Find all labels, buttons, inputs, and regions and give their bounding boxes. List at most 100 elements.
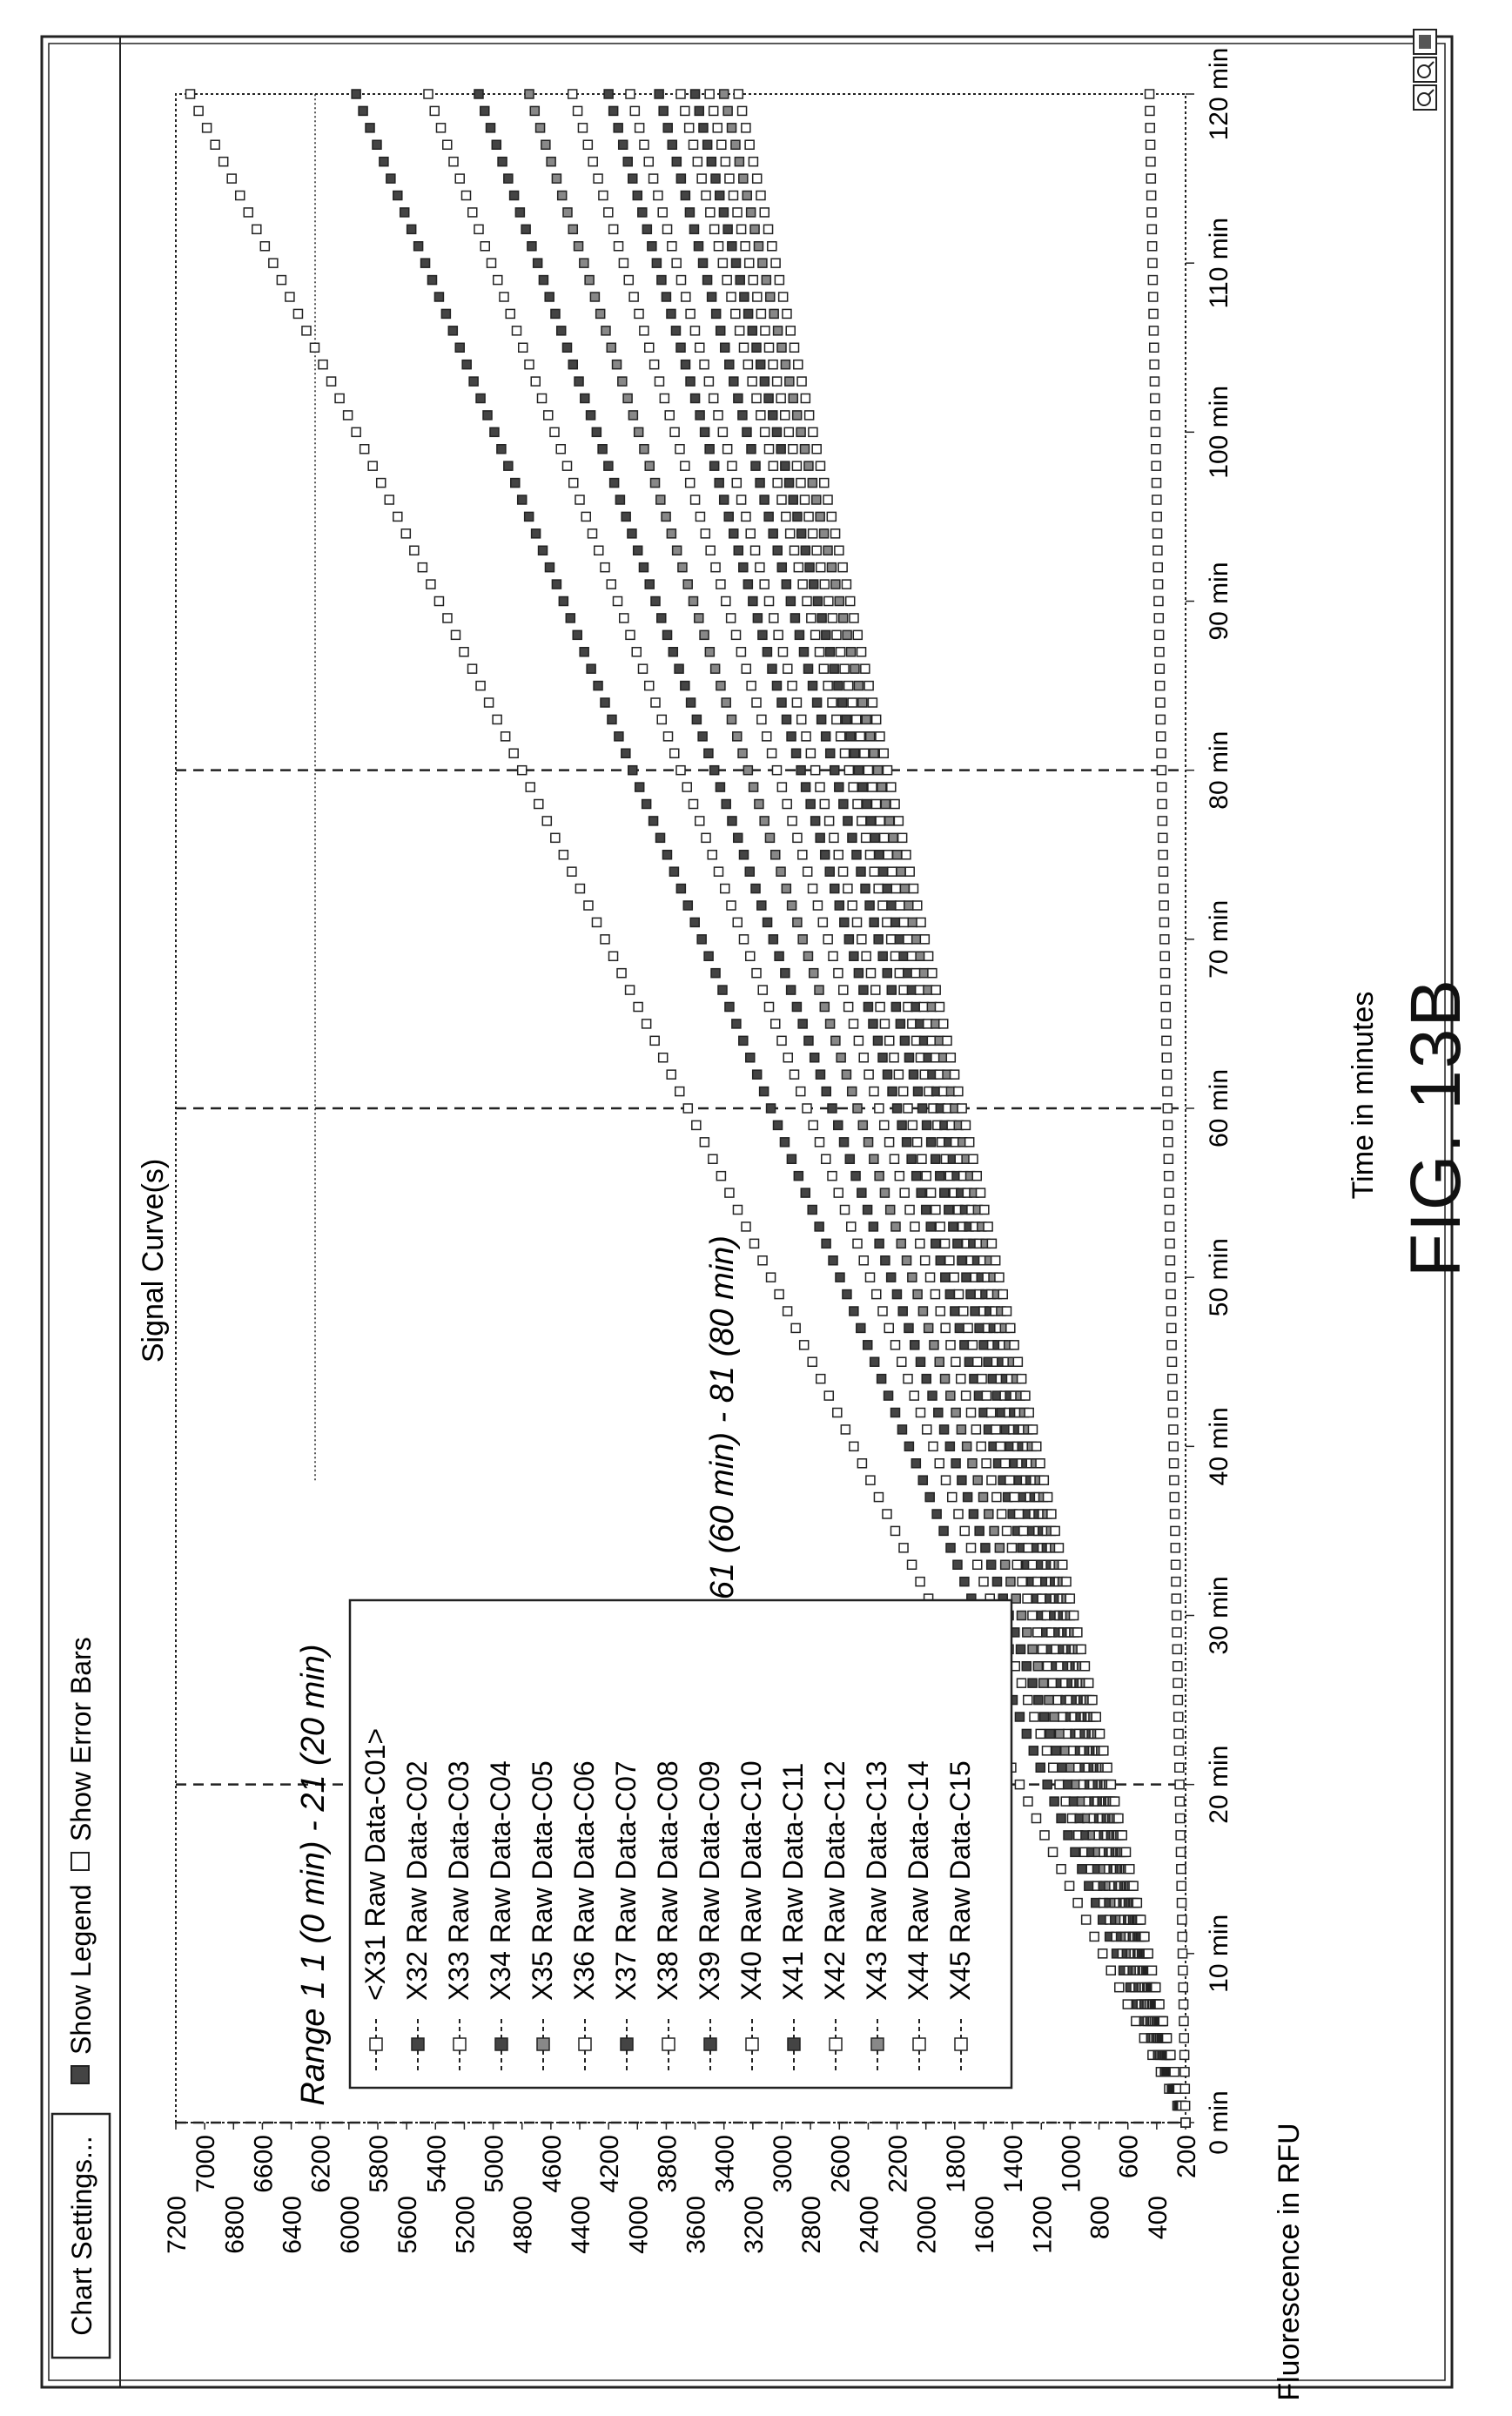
series-marker	[454, 173, 465, 184]
series-marker	[699, 1137, 710, 1147]
series-marker	[1159, 900, 1169, 911]
series-marker	[957, 1255, 967, 1266]
series-marker	[752, 613, 763, 623]
series-marker	[875, 731, 885, 742]
series-marker	[695, 816, 705, 826]
series-marker	[790, 1322, 801, 1334]
series-marker	[1020, 1390, 1031, 1401]
series-marker	[1037, 1644, 1048, 1655]
series-marker	[680, 461, 690, 471]
series-marker	[935, 1306, 946, 1316]
series-marker	[729, 528, 739, 539]
series-marker	[622, 156, 633, 167]
series-marker	[884, 1035, 895, 1046]
series-marker	[923, 985, 933, 995]
series-marker	[326, 376, 337, 387]
legend-entry: X35 Raw Data-C05	[527, 1760, 558, 2001]
series-marker	[868, 1019, 878, 1029]
series-marker	[786, 1154, 797, 1164]
series-marker	[468, 376, 479, 387]
series-marker	[763, 1001, 775, 1013]
series-marker	[1032, 1441, 1042, 1452]
series-marker	[747, 376, 757, 387]
series-marker	[749, 224, 760, 235]
series-marker	[1102, 1762, 1112, 1773]
series-marker	[1152, 495, 1162, 505]
series-marker	[917, 1154, 927, 1164]
legend-swatch	[912, 2037, 926, 2051]
series-marker	[890, 1001, 902, 1013]
series-marker	[801, 731, 811, 742]
series-marker	[1169, 1475, 1179, 1485]
series-marker	[623, 274, 635, 286]
series-marker	[869, 748, 879, 758]
y-tick-label: 6000	[336, 2196, 365, 2254]
series-marker	[761, 731, 772, 742]
y-axis-label: Fluorescence in RFU	[1273, 2123, 1306, 2400]
series-marker	[837, 613, 849, 623]
legend-entry: X33 Raw Data-C03	[443, 1760, 474, 2001]
series-marker	[741, 123, 751, 133]
series-marker	[1011, 1593, 1021, 1604]
series-marker	[655, 832, 666, 844]
series-marker	[938, 1525, 949, 1537]
series-marker	[558, 596, 569, 607]
series-marker	[584, 274, 595, 286]
series-marker	[904, 1322, 914, 1334]
series-marker	[661, 511, 671, 522]
series-marker	[259, 241, 271, 252]
series-marker	[637, 207, 648, 218]
series-marker	[956, 1373, 966, 1384]
series-marker	[759, 376, 770, 387]
series-marker	[460, 190, 472, 201]
show-legend-checkbox[interactable]	[71, 2065, 90, 2084]
series-marker	[644, 680, 655, 691]
series-marker	[748, 782, 759, 792]
series-marker	[957, 1103, 967, 1114]
series-marker	[556, 190, 568, 201]
series-marker	[858, 1053, 869, 1063]
series-marker	[550, 308, 561, 320]
series-marker	[709, 663, 721, 674]
series-marker	[591, 427, 602, 438]
series-marker	[738, 173, 749, 184]
series-marker	[675, 1086, 685, 1097]
series-marker	[802, 1103, 812, 1114]
series-marker	[726, 900, 736, 911]
series-marker	[1005, 1475, 1015, 1485]
zoom-in-icon[interactable]	[1413, 84, 1437, 111]
series-marker	[1056, 1864, 1066, 1874]
series-marker	[518, 342, 528, 353]
series-marker	[351, 427, 361, 438]
series-marker	[1146, 241, 1158, 252]
legend-entry: X37 Raw Data-C07	[610, 1760, 642, 2001]
series-marker	[731, 477, 743, 488]
series-marker	[884, 816, 895, 826]
series-marker	[525, 782, 535, 792]
series-marker	[824, 647, 836, 657]
series-marker	[951, 1407, 961, 1418]
series-marker	[718, 207, 729, 218]
show-error-bars-checkbox[interactable]	[71, 1852, 90, 1871]
series-marker	[1072, 1897, 1083, 1908]
series-marker	[538, 274, 549, 286]
series-marker	[792, 917, 803, 928]
series-marker	[697, 731, 708, 742]
series-marker	[685, 376, 696, 387]
y-tick-label: 4800	[509, 2196, 538, 2254]
series-marker	[733, 89, 744, 99]
series-marker	[770, 1019, 781, 1029]
zoom-out-icon[interactable]	[1413, 57, 1437, 83]
series-marker	[1131, 2016, 1141, 2027]
chart-settings-button[interactable]	[50, 2112, 111, 2359]
series-marker	[675, 883, 687, 894]
series-marker	[732, 1204, 743, 1215]
series-marker	[857, 816, 867, 826]
series-marker	[1174, 1779, 1185, 1790]
series-marker	[1049, 1712, 1059, 1722]
series-marker	[1046, 1509, 1057, 1519]
y-tick-label: 5000	[480, 2135, 509, 2193]
series-marker	[793, 359, 803, 370]
series-marker	[898, 917, 910, 928]
zoom-fit-icon[interactable]	[1413, 29, 1437, 55]
